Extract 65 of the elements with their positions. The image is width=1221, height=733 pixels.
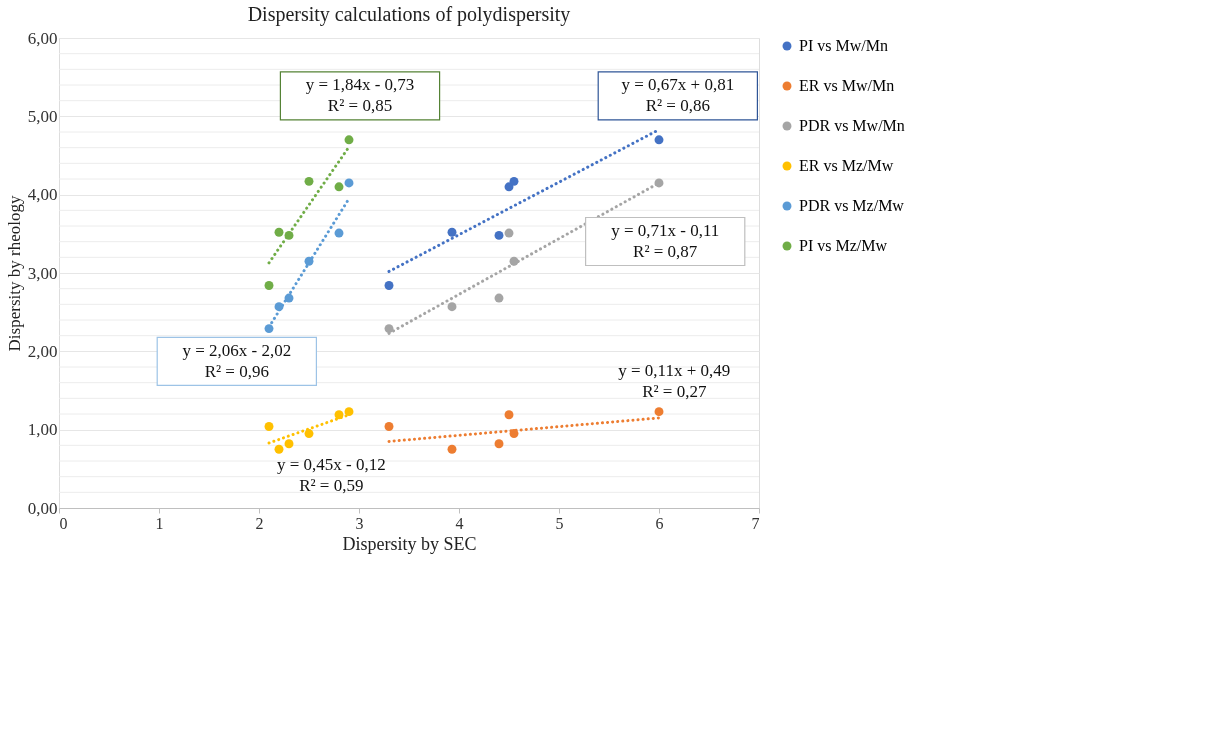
x-axis-title: Dispersity by SEC	[342, 533, 477, 554]
point	[654, 178, 664, 188]
point	[284, 230, 294, 240]
legend-label: PI vs Mz/Mw	[799, 237, 888, 254]
annotation: y = 0,71x - 0,11 R² = 0,87	[611, 221, 720, 262]
point	[334, 228, 344, 238]
x-tick-label: 5	[555, 514, 564, 532]
annotation: y = 2,06x - 2,02 R² = 0,96	[182, 340, 292, 381]
point	[494, 293, 504, 303]
x-tick-label: 2	[255, 514, 264, 532]
point	[284, 439, 294, 449]
x-tick-label: 7	[751, 514, 760, 532]
point	[509, 256, 519, 266]
x-tick-label: 0	[59, 514, 68, 532]
x-tick-label: 3	[355, 514, 364, 532]
y-axis-title: Dispersity by rheology	[4, 195, 24, 352]
legend-label: PI vs Mw/Mn	[799, 37, 888, 54]
point	[304, 256, 314, 266]
point	[384, 422, 394, 431]
y-tick-label: 3,00	[27, 263, 58, 283]
y-tick-label: 0,00	[27, 498, 58, 518]
x-tick-label: 4	[455, 514, 464, 532]
annotation: y = 0,11x + 0,49 R² = 0,27	[618, 360, 731, 401]
point	[509, 429, 519, 439]
x-tick-label: 6	[655, 514, 664, 532]
annotation: y = 0,67x + 0,81 R² = 0,86	[621, 75, 735, 116]
legend-label: PDR vs Mz/Mw	[799, 197, 905, 214]
legend-label: ER vs Mz/Mw	[799, 157, 894, 174]
point	[334, 182, 344, 192]
y-tick-label: 5,00	[27, 106, 58, 126]
point	[344, 407, 354, 417]
point	[494, 230, 504, 240]
point	[447, 302, 457, 312]
point	[344, 135, 354, 145]
legend-label: PDR vs Mw/Mn	[799, 117, 905, 134]
point	[264, 422, 274, 431]
annotation: y = 0,45x - 0,12 R² = 0,59	[276, 454, 386, 495]
point	[509, 176, 519, 186]
point	[264, 324, 274, 334]
point	[384, 324, 394, 334]
y-tick-label: 2,00	[27, 341, 58, 361]
chart-title: Dispersity calculations of polydispersity	[247, 3, 571, 26]
y-tick-label: 6,00	[27, 28, 58, 48]
point	[654, 407, 664, 417]
point	[274, 444, 284, 454]
legend-label: ER vs Mw/Mn	[799, 77, 895, 94]
point	[447, 227, 457, 237]
point	[447, 444, 457, 454]
point	[344, 178, 354, 188]
point	[504, 410, 514, 420]
point	[274, 227, 284, 237]
point	[274, 302, 284, 312]
y-tick-label: 4,00	[27, 185, 58, 205]
point	[304, 429, 314, 439]
point	[494, 439, 504, 449]
point	[304, 176, 314, 186]
point	[284, 293, 294, 303]
x-tick-label: 1	[155, 514, 164, 532]
point	[384, 281, 394, 290]
point	[504, 228, 514, 238]
y-tick-label: 1,00	[27, 420, 58, 440]
annotation: y = 1,84x - 0,73 R² = 0,85	[305, 75, 415, 116]
point	[654, 135, 664, 145]
point	[264, 281, 274, 290]
point	[334, 410, 344, 420]
